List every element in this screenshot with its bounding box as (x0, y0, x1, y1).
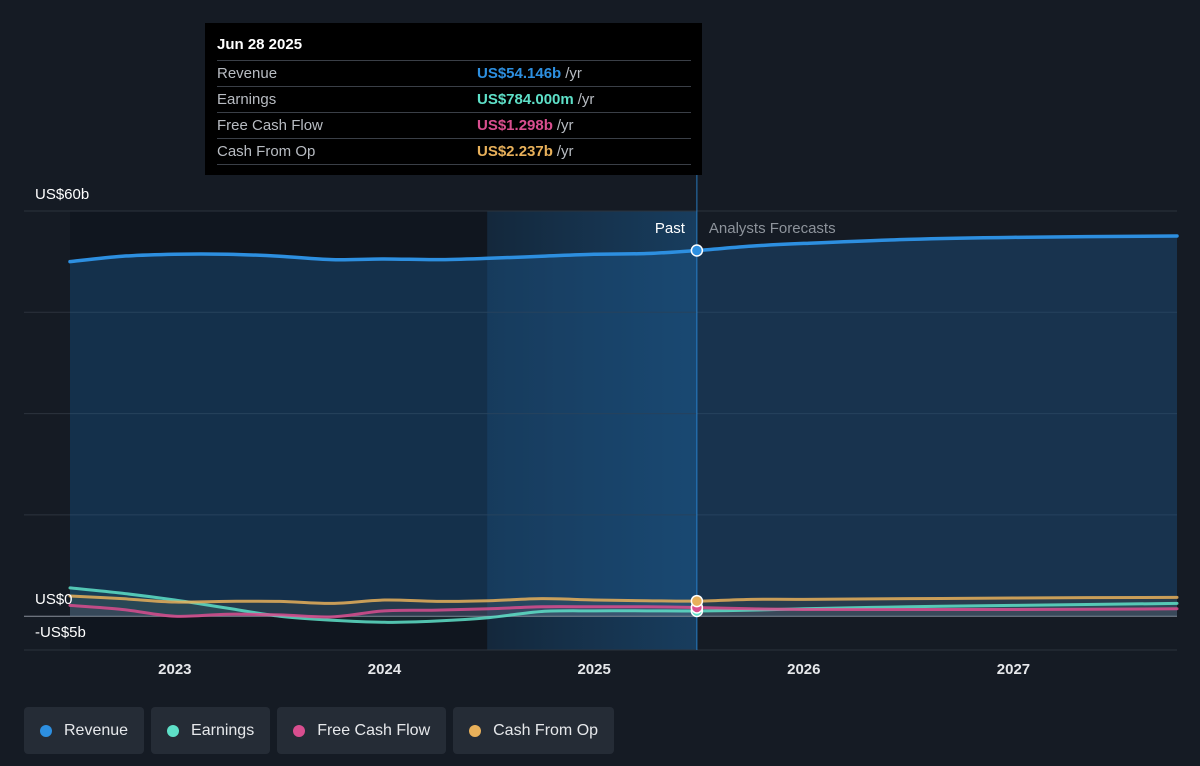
tooltip-label: Earnings (217, 91, 277, 108)
legend-dot-icon (293, 724, 306, 737)
legend-label: Earnings (191, 721, 255, 739)
legend: Revenue Earnings Free Cash Flow Cash From O… (24, 707, 615, 754)
x-tick-label: 2027 (997, 661, 1030, 678)
tooltip-row: Revenue US$54.146b/yr (217, 60, 691, 86)
tooltip-value: US$784.000m (477, 91, 574, 108)
legend-dot-icon (469, 724, 482, 737)
tooltip: Jun 28 2025 Revenue US$54.146b/yr Earnings… (205, 23, 702, 175)
legend-label: Free Cash Flow (317, 721, 431, 739)
legend-dot-icon (40, 724, 52, 737)
y-tick-label: -US$5b (35, 624, 86, 641)
revenue-area (70, 235, 1177, 617)
y-tick-label: US$60b (35, 186, 89, 203)
tooltip-label: Cash From Op (217, 143, 316, 160)
tooltip-unit: /yr (556, 117, 574, 134)
x-tick-label: 2024 (368, 661, 402, 678)
tooltip-label: Free Cash Flow (217, 117, 323, 134)
cash-from-op-marker (690, 594, 704, 608)
legend-free-cash-flow-button[interactable]: Free Cash Flow (277, 707, 447, 754)
x-tick-label: 2026 (787, 661, 820, 678)
tooltip-row: Free Cash Flow US$1.298b/yr (217, 112, 691, 138)
legend-dot-icon (167, 724, 180, 737)
past-label: Past (655, 220, 686, 237)
y-tick-label: US$0 (35, 591, 73, 608)
legend-earnings-button[interactable]: Earnings (151, 707, 271, 754)
cash-from-op-line (68, 594, 1179, 605)
tooltip-value: US$2.237b (477, 143, 553, 160)
highlight-region (487, 211, 697, 650)
tooltip-row: Cash From Op US$2.237b/yr (217, 138, 691, 165)
legend-label: Cash From Op (493, 721, 599, 739)
revenue-marker (690, 244, 704, 257)
tooltip-date: Jun 28 2025 (217, 36, 303, 53)
forecast-label: Analysts Forecasts (709, 220, 836, 237)
chart-area: US$60b US$0 -US$5b 2023 2024 2025 2026 2027 Past… (24, 175, 1179, 678)
revenue-line (68, 234, 1179, 264)
tooltip-value: US$1.298b (477, 117, 553, 134)
x-tick-label: 2025 (577, 661, 610, 678)
tooltip-label: Revenue (217, 65, 278, 82)
earnings-line (68, 586, 1179, 624)
tooltip-unit: /yr (565, 65, 582, 82)
tooltip-unit: /yr (577, 91, 595, 108)
earnings-area (70, 587, 1177, 623)
free-cash-flow-line (68, 603, 1179, 619)
tooltip-unit: /yr (556, 143, 574, 160)
legend-cash-from-op-button[interactable]: Cash From Op (453, 707, 615, 754)
tooltip-value: US$54.146b (477, 65, 562, 82)
legend-label: Revenue (64, 721, 129, 739)
tooltip-row: Earnings US$784.000m/yr (217, 86, 691, 112)
legend-revenue-button[interactable]: Revenue (24, 707, 145, 754)
x-tick-label: 2023 (158, 661, 191, 678)
